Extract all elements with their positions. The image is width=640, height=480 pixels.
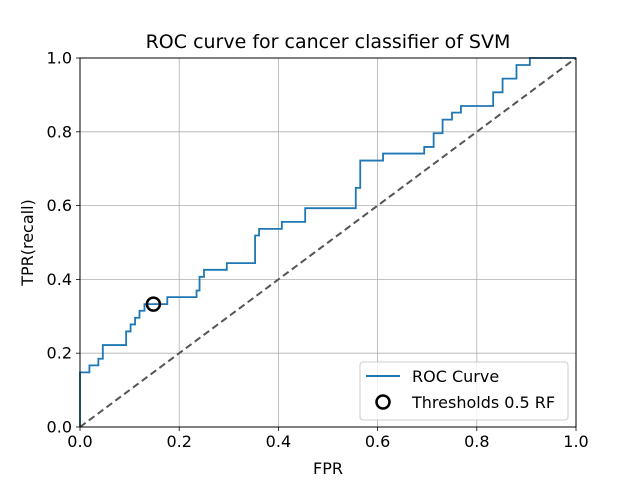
x-tick-label: 0.0	[67, 432, 92, 451]
axis-ticks: 0.0 0.2 0.4 0.6 0.8 1.0 0.0 0.2 0.4 0.6 0.8 1.0	[47, 49, 589, 452]
y-tick-label: 0.2	[47, 344, 72, 363]
threshold-marker	[145, 296, 162, 312]
legend-threshold-marker-swatch	[375, 394, 391, 410]
legend: ROC Curve Thresholds 0.5 RF	[359, 361, 569, 421]
y-tick-label: 0.4	[47, 270, 72, 289]
chart-title: ROC curve for cancer classifier of SVM	[146, 31, 511, 53]
x-tick-label: 0.2	[166, 432, 191, 451]
legend-box	[359, 361, 569, 421]
x-tick-label: 0.6	[365, 432, 390, 451]
x-axis-label: FPR	[313, 459, 343, 478]
y-tick-label: 0.8	[47, 122, 72, 141]
y-tick-label: 0.0	[47, 418, 72, 437]
roc-curve-line	[79, 57, 576, 427]
x-tick-label: 0.8	[464, 432, 489, 451]
plot-series	[79, 57, 577, 428]
grid-lines	[79, 57, 577, 428]
x-tick-label: 0.4	[266, 432, 291, 451]
y-tick-label: 1.0	[47, 49, 72, 68]
y-axis-label: TPR(recall)	[18, 199, 37, 287]
legend-roc-label: ROC Curve	[412, 367, 499, 386]
x-tick-label: 1.0	[563, 432, 588, 451]
chance-diagonal-line	[79, 57, 577, 428]
legend-threshold-label: Thresholds 0.5 RF	[411, 393, 555, 412]
plot-frame	[79, 57, 577, 428]
y-tick-label: 0.6	[47, 196, 72, 215]
